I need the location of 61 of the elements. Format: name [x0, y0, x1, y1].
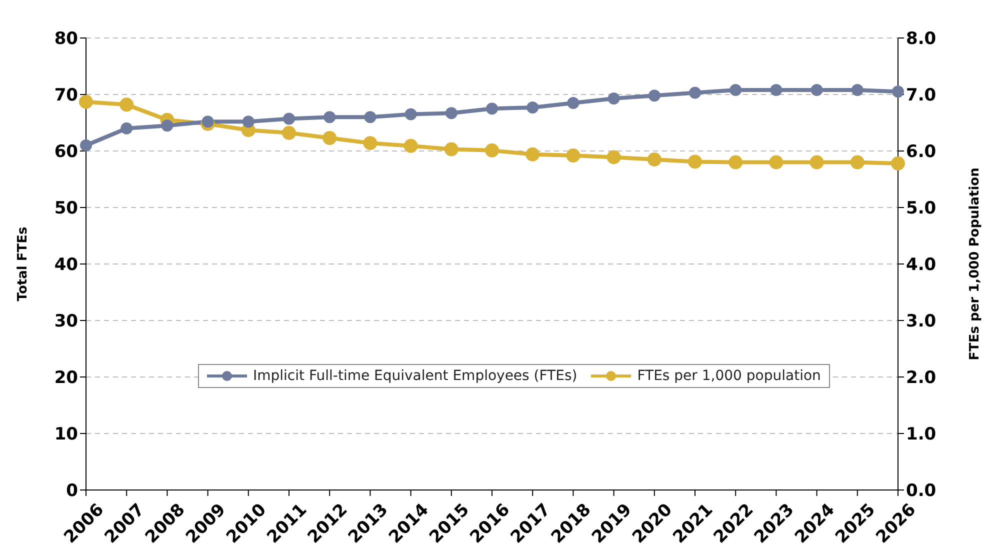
point — [810, 155, 824, 170]
point — [445, 107, 458, 120]
point — [80, 139, 92, 152]
point — [688, 154, 702, 169]
y-tick-label: 0 — [66, 481, 78, 502]
point — [608, 92, 620, 104]
point — [404, 108, 417, 120]
y-tick-label: 10 — [54, 424, 78, 445]
point — [283, 112, 295, 125]
point — [770, 84, 782, 96]
y2-axis-title: FTEs per 1,000 Population — [968, 168, 983, 360]
y2-tick-label: 8.0 — [906, 29, 936, 50]
point — [363, 136, 378, 150]
point — [120, 98, 134, 112]
point — [566, 148, 580, 163]
point — [322, 131, 337, 146]
y-tick-label: 30 — [54, 312, 78, 332]
y2-tick-label: 2.0 — [906, 368, 936, 388]
y-tick-label: 50 — [54, 198, 78, 219]
y2-tick-label: 4.0 — [906, 255, 936, 276]
point — [364, 111, 376, 124]
y2-tick-label: 5.0 — [906, 198, 936, 219]
point — [606, 150, 621, 164]
point — [526, 147, 540, 162]
point — [850, 155, 864, 170]
legend-label: Implicit Full-time Equivalent Employees (FTEs) — [252, 368, 578, 384]
point — [486, 102, 498, 115]
y-tick-label: 60 — [54, 142, 78, 162]
point — [728, 155, 743, 170]
y-axis-title: Total FTEs — [16, 226, 31, 302]
point — [202, 116, 214, 128]
point — [79, 94, 93, 109]
point — [404, 138, 418, 153]
y2-tick-label: 0.0 — [906, 481, 936, 502]
point — [161, 120, 174, 132]
y2-tick-label: 3.0 — [906, 312, 936, 332]
point — [769, 155, 784, 170]
point — [282, 126, 296, 140]
y-tick-label: 40 — [54, 255, 78, 276]
point — [892, 86, 904, 98]
point — [324, 111, 336, 124]
y-tick-label: 80 — [54, 29, 78, 50]
y-tick-label: 20 — [54, 368, 78, 388]
y2-tick-label: 7.0 — [906, 86, 936, 106]
point — [120, 122, 133, 134]
point — [851, 84, 864, 96]
point — [648, 90, 660, 102]
point — [730, 84, 742, 96]
y2-tick-label: 6.0 — [906, 142, 936, 162]
point — [567, 96, 580, 109]
y2-tick-label: 1.0 — [906, 424, 936, 445]
legend-label: FTEs per 1,000 population — [636, 368, 821, 384]
point — [444, 142, 458, 156]
point — [526, 101, 539, 114]
point — [485, 143, 499, 158]
point — [689, 86, 701, 99]
point — [810, 84, 823, 96]
y-tick-label: 70 — [54, 86, 78, 106]
point — [647, 152, 662, 166]
point — [891, 156, 905, 170]
point — [242, 116, 254, 128]
